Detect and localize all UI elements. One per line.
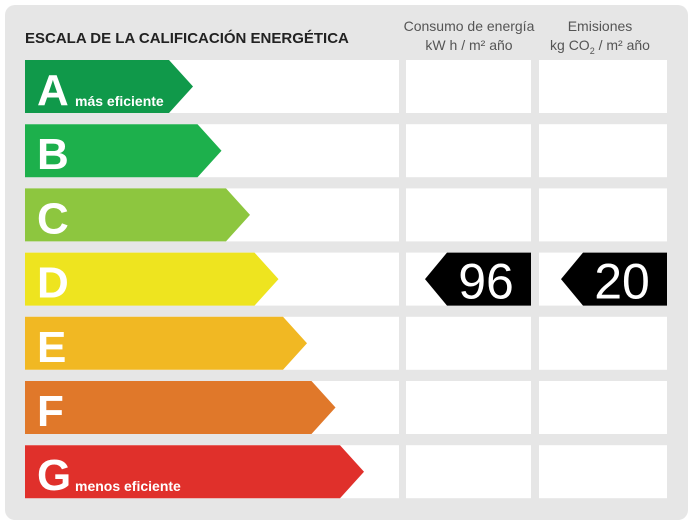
rating-arrow	[25, 124, 222, 178]
cell	[406, 60, 531, 113]
rating-arrow	[25, 188, 250, 242]
rating-letter: B	[37, 130, 69, 179]
title: ESCALA DE LA CALIFICACIÓN ENERGÉTICA	[25, 29, 349, 47]
rating-letter: E	[37, 323, 66, 372]
unit-part: kg CO	[550, 37, 590, 53]
rating-arrow	[25, 381, 336, 434]
consumption-unit: kW h / m² año	[425, 37, 512, 53]
cell	[406, 381, 531, 434]
cell	[406, 316, 531, 370]
rating-letter: F	[37, 387, 64, 436]
rating-arrow	[25, 445, 364, 499]
rating-letter: D	[37, 259, 69, 308]
rating-label: menos eficiente	[75, 478, 181, 494]
consumption-value: 96	[458, 254, 514, 310]
rating-arrow	[25, 252, 279, 306]
emissions-unit: kg CO2 / m² año	[550, 37, 650, 56]
emissions-marker	[561, 252, 667, 306]
consumption-header: Consumo de energía	[404, 18, 535, 34]
rating-letter: A	[37, 66, 69, 115]
cell	[539, 188, 667, 242]
emissions-header: Emisiones	[568, 18, 633, 34]
cell	[539, 124, 667, 178]
consumption-marker	[425, 252, 531, 306]
cell	[539, 381, 667, 434]
rating-label: más eficiente	[75, 93, 164, 109]
cell	[406, 445, 531, 499]
unit-sub: 2	[590, 46, 595, 56]
rating-arrow	[25, 60, 193, 113]
emissions-value: 20	[594, 254, 650, 310]
unit-part: / m² año	[595, 37, 650, 53]
cell	[539, 445, 667, 499]
cell	[406, 124, 531, 178]
rating-letter: G	[37, 451, 71, 500]
rating-letter: C	[37, 194, 69, 243]
cell	[539, 316, 667, 370]
cell	[406, 188, 531, 242]
rating-arrow	[25, 316, 307, 370]
cell	[539, 60, 667, 113]
